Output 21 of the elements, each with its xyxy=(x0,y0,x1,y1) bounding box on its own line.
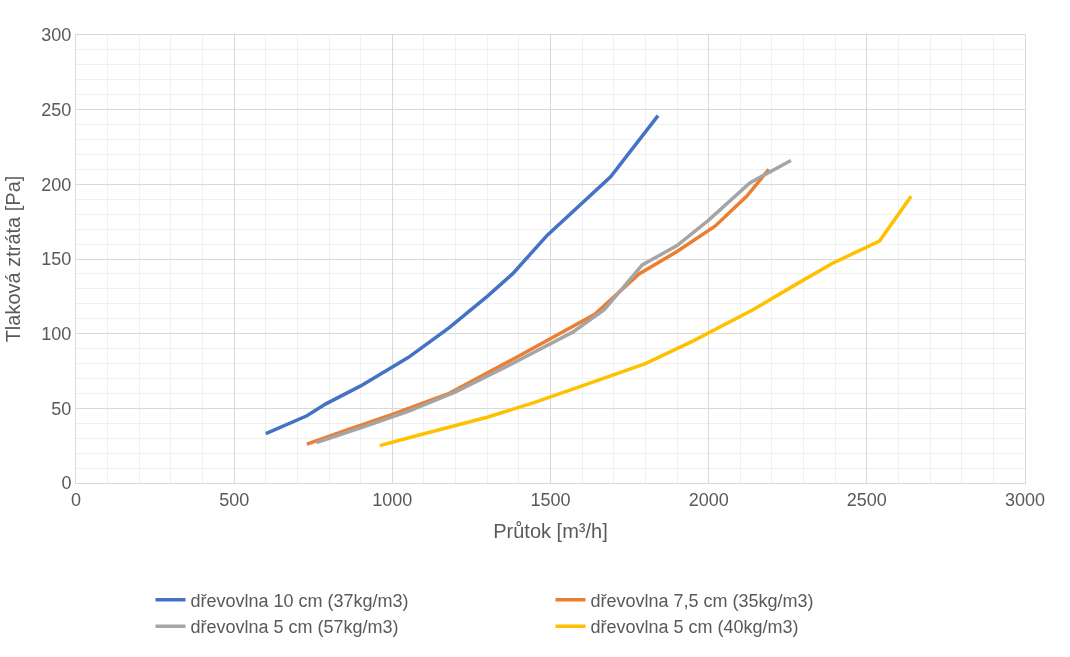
line-series xyxy=(264,113,660,436)
y-tick-label: 200 xyxy=(41,174,72,195)
y-tick-label: 100 xyxy=(41,323,72,344)
x-tick-label: 500 xyxy=(219,489,250,510)
y-tick-label: 250 xyxy=(41,99,72,120)
y-tick-label: 150 xyxy=(41,249,72,270)
x-tick-label: 2000 xyxy=(688,489,729,510)
line-series xyxy=(377,194,913,448)
legend-label: dřevovlna 7,5 cm (35kg/m3) xyxy=(590,590,814,611)
legend-label: dřevovlna 10 cm (37kg/m3) xyxy=(190,590,409,611)
legend-label: dřevovlna 5 cm (57kg/m3) xyxy=(190,617,399,638)
x-tick-label: 3000 xyxy=(1004,489,1046,510)
y-tick-label: 300 xyxy=(41,25,72,46)
y-axis-title: Tlaková ztráta [Pa] xyxy=(1,175,24,343)
x-tick-label: 1500 xyxy=(530,489,571,510)
x-tick-label: 1000 xyxy=(372,489,413,510)
legend-label: dřevovlna 5 cm (40kg/m3) xyxy=(590,617,799,638)
x-tick-label: 2500 xyxy=(846,489,887,510)
y-tick-label: 50 xyxy=(51,398,72,419)
y-tick-label: 0 xyxy=(61,473,72,494)
x-axis-title: Průtok [m³/h] xyxy=(493,520,608,543)
